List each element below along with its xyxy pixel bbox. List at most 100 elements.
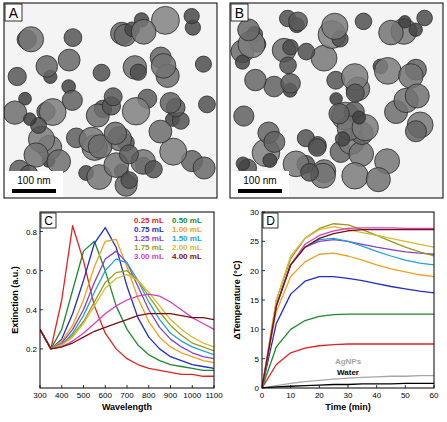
particle [346,84,364,102]
particle [245,69,267,91]
series-line [262,228,434,388]
legend-entry: 1.00 mL [172,225,202,234]
series-line [40,228,214,369]
series-line [262,238,434,388]
chart: 300400500600700800900100011000.20.40.60.… [10,212,223,412]
y-tick-label: 25 [250,237,259,246]
panel-letter-box [231,4,248,21]
series-group [40,226,214,377]
particle [238,19,260,41]
x-tick-label: 60 [430,391,439,400]
x-tick-label: 10 [286,391,295,400]
panel-letter: B [235,5,244,21]
series-line [40,271,214,351]
label-patch [336,368,360,377]
particle [121,172,138,189]
particle [399,16,411,28]
particle [184,8,199,23]
particle [18,27,43,52]
image-ground [4,3,217,198]
particle [289,12,308,31]
particle [342,163,368,189]
series-line [262,314,434,388]
y-tick-label: 0.8 [26,228,38,237]
plot-frame [40,212,214,388]
particle [263,153,277,167]
particle [195,56,211,72]
x-tick-label: 0 [260,391,265,400]
x-tick-label: 300 [33,391,47,400]
legend-entry: 1.75 mL [134,243,164,252]
plot-frame [262,212,434,388]
particle [311,45,337,71]
series-label: AgNPs [335,357,362,366]
tem-image [4,3,217,198]
y-tick-label: 15 [250,296,259,305]
particle [24,143,48,167]
legend-entry: 0.75 mL [134,225,164,234]
x-axis-title: Time (min) [325,402,370,412]
x-axis-title: Wavelength [102,402,152,412]
series-label: Water [337,368,359,377]
particle [264,131,285,152]
particle [198,96,215,113]
y-tick-label: 10 [250,325,259,334]
particle [64,29,82,47]
y-tick-label: 0.6 [26,267,38,276]
series-line [262,383,434,388]
series-line [40,251,214,359]
x-tick-label: 50 [401,391,410,400]
particle [58,49,80,71]
x-tick-label: 400 [55,391,69,400]
scale-bar-patch [231,171,289,197]
particle [417,10,433,26]
particle [24,113,37,126]
figure: A100 nmB100 nm30040050060070080090010001… [0,0,447,422]
x-tick-label: 500 [77,391,91,400]
series-line [40,226,214,377]
series-line [262,344,434,388]
x-tick-label: 1000 [183,391,201,400]
particle [301,163,319,181]
particle [322,13,348,39]
x-tick-label: 30 [344,391,353,400]
particle [104,88,122,106]
particle [405,84,429,108]
plot-area [40,212,214,388]
series-line [262,376,434,388]
particle [131,19,156,44]
particle [234,106,254,126]
image-ground [230,3,443,198]
series-line [40,314,214,349]
panel-letter: D [266,214,275,228]
particle [236,157,249,170]
series-line [262,227,434,388]
particle [308,139,326,157]
x-tick-label: 1100 [205,391,223,400]
particle [193,157,215,179]
scale-bar-patch [5,171,63,197]
particle [329,103,349,123]
series-group [262,224,434,388]
particle [119,145,138,164]
series-line [40,239,214,362]
legend-entry: 4.00 mL [172,252,202,261]
image-frame [230,3,443,198]
particle [235,55,249,69]
particle [160,92,181,113]
series-line [40,241,214,370]
x-tick-label: 800 [142,391,156,400]
legend-entry: 3.00 mL [134,252,164,261]
particle [145,161,162,178]
y-axis-title: ΔTemperature (°C) [232,261,242,340]
particle [355,13,372,30]
series-line [262,240,434,388]
particle [47,150,71,174]
tem-image [230,3,443,198]
y-tick-label: 30 [250,208,259,217]
legend-entry: 2.00 mL [172,243,202,252]
particle [283,40,298,55]
chart: 0102030405060051015202530Time (min)ΔTemp… [232,208,439,412]
series-line [262,230,434,388]
image-frame [4,3,217,198]
